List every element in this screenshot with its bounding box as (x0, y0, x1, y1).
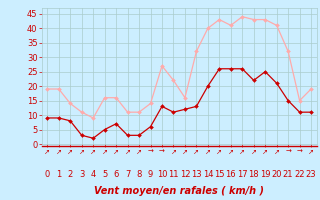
Text: ↗: ↗ (182, 149, 188, 155)
Text: ↗: ↗ (102, 149, 108, 155)
Text: →: → (297, 149, 302, 155)
Text: 21: 21 (283, 170, 293, 179)
Text: 23: 23 (306, 170, 316, 179)
Text: ↗: ↗ (262, 149, 268, 155)
Text: ↗: ↗ (136, 149, 142, 155)
Text: 12: 12 (180, 170, 190, 179)
Text: 14: 14 (203, 170, 213, 179)
Text: 5: 5 (102, 170, 107, 179)
Text: 11: 11 (168, 170, 179, 179)
Text: ↗: ↗ (228, 149, 234, 155)
Text: 3: 3 (79, 170, 84, 179)
Text: 2: 2 (68, 170, 73, 179)
Text: 10: 10 (157, 170, 167, 179)
Text: ↗: ↗ (125, 149, 131, 155)
Text: 19: 19 (260, 170, 270, 179)
Text: 18: 18 (248, 170, 259, 179)
Text: 9: 9 (148, 170, 153, 179)
Text: 17: 17 (237, 170, 248, 179)
Text: →: → (159, 149, 165, 155)
Text: 7: 7 (125, 170, 130, 179)
Text: ↗: ↗ (274, 149, 280, 155)
Text: 15: 15 (214, 170, 225, 179)
Text: ↗: ↗ (79, 149, 85, 155)
Text: →: → (285, 149, 291, 155)
Text: Vent moyen/en rafales ( km/h ): Vent moyen/en rafales ( km/h ) (94, 186, 264, 196)
Text: ↗: ↗ (308, 149, 314, 155)
Text: 4: 4 (91, 170, 96, 179)
Text: ↗: ↗ (205, 149, 211, 155)
Text: 6: 6 (114, 170, 119, 179)
Text: ↗: ↗ (216, 149, 222, 155)
Text: ↗: ↗ (67, 149, 73, 155)
Text: 0: 0 (45, 170, 50, 179)
Text: 13: 13 (191, 170, 202, 179)
Text: ↗: ↗ (194, 149, 199, 155)
Text: ↗: ↗ (44, 149, 50, 155)
Text: 22: 22 (294, 170, 305, 179)
Text: 20: 20 (271, 170, 282, 179)
Text: ↗: ↗ (90, 149, 96, 155)
Text: ↗: ↗ (251, 149, 257, 155)
Text: 8: 8 (136, 170, 142, 179)
Text: ↗: ↗ (113, 149, 119, 155)
Text: ↗: ↗ (56, 149, 62, 155)
Text: ↗: ↗ (239, 149, 245, 155)
Text: 1: 1 (56, 170, 61, 179)
Text: →: → (148, 149, 154, 155)
Text: ↗: ↗ (171, 149, 176, 155)
Text: 16: 16 (226, 170, 236, 179)
